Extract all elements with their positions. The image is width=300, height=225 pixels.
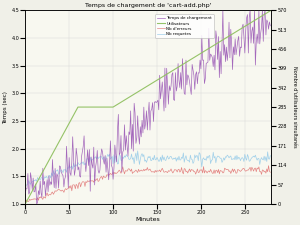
Title: Temps de chargement de 'cart-add.php': Temps de chargement de 'cart-add.php' [85,3,212,9]
Y-axis label: Temps (sec): Temps (sec) [4,91,8,124]
Y-axis label: Nombre d'utilisateurs simultanés: Nombre d'utilisateurs simultanés [292,66,296,148]
Legend: Temps de chargement, Utilisateurs, Nb d'erreurs, Nb requetes: Temps de chargement, Utilisateurs, Nb d'… [155,14,214,38]
X-axis label: Minutes: Minutes [136,216,160,222]
